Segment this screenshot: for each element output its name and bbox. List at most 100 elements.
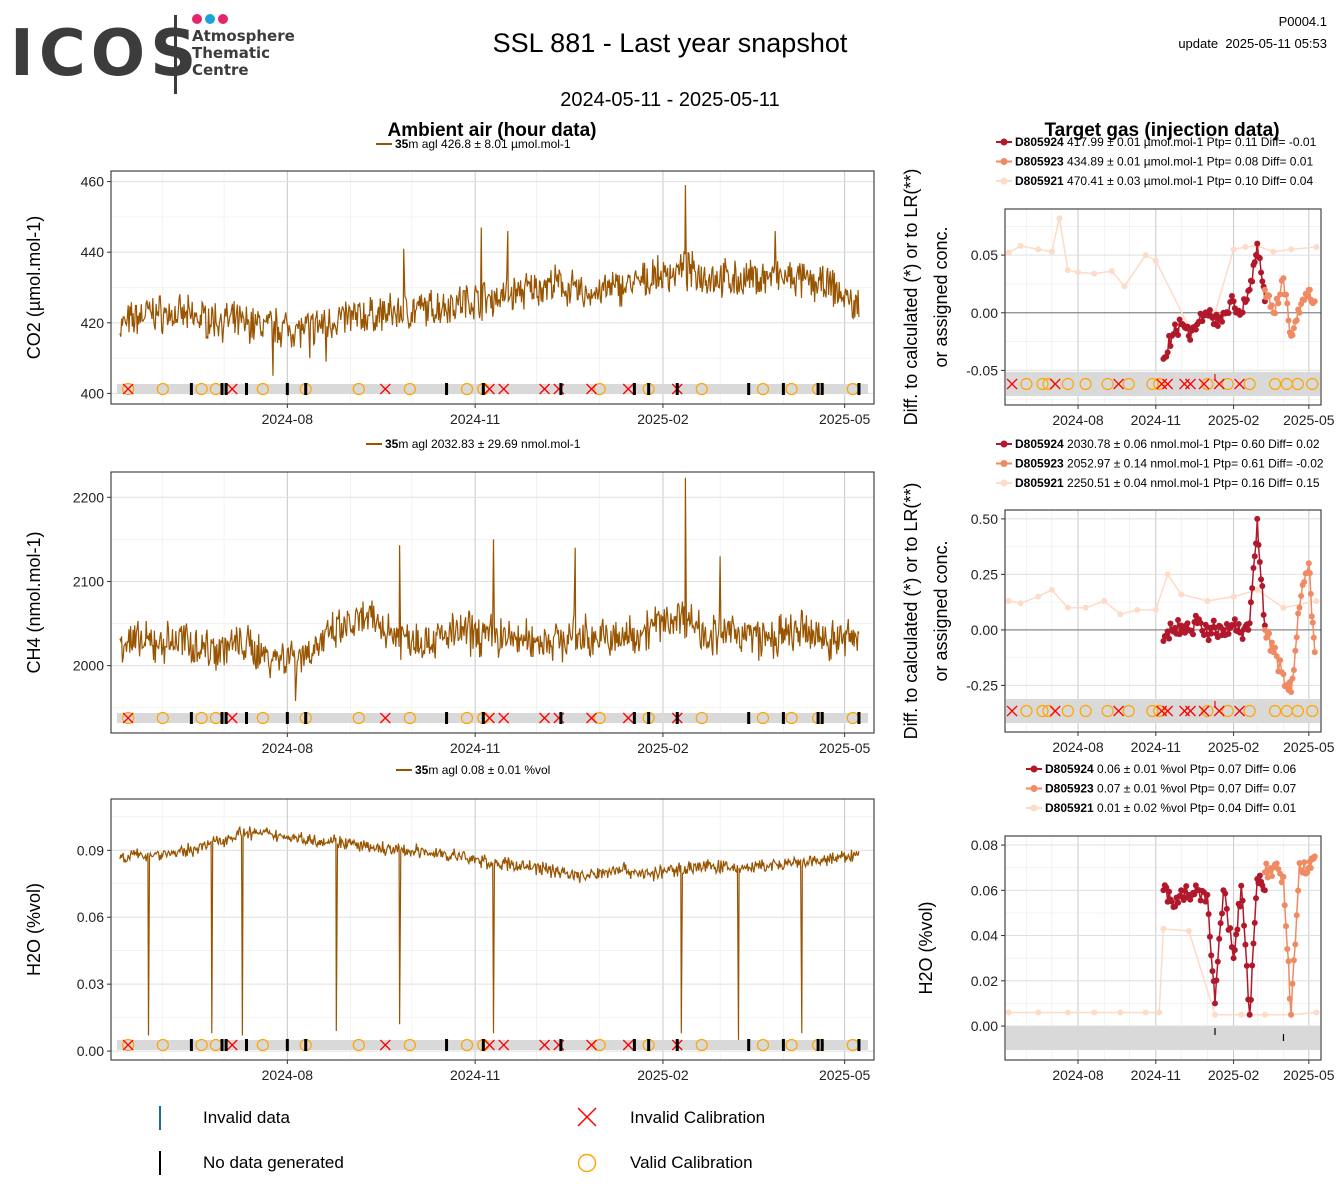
target-series-point (1258, 576, 1265, 583)
no-data-marker (285, 383, 289, 395)
target-series-point (1266, 630, 1273, 637)
legend-entry: D805924 2030.78 ± 0.06 nmol.mol-1 Ptp= 0… (1015, 437, 1320, 451)
valid-calibration-marker (1020, 377, 1033, 391)
invalid-calibration-marker (1234, 705, 1245, 717)
target-series-point (1272, 310, 1279, 317)
valid-calibration-marker (1268, 704, 1282, 718)
no-data-label: No data generated (203, 1153, 344, 1172)
target-series-point (1017, 600, 1024, 607)
target-series-point (1263, 860, 1270, 867)
invalid-calibration-marker (498, 712, 510, 724)
valid-calibration-marker (1061, 704, 1074, 718)
target-series-point (1230, 955, 1237, 962)
target-series-point (1280, 671, 1287, 678)
y-tick-label: 0.05 (971, 247, 998, 263)
target-series-point (1249, 962, 1256, 969)
target-series-point (1048, 586, 1055, 593)
legend-entry: D805923 2052.97 ± 0.14 nmol.mol-1 Ptp= 0… (1015, 457, 1324, 471)
target-series-point (1134, 606, 1141, 613)
invalid-calibration-marker (586, 712, 597, 724)
invalid-calibration-marker (1198, 705, 1210, 717)
target-series-point (1121, 283, 1128, 290)
invalid-calibration-marker (622, 383, 634, 395)
valid-calibration-marker (1268, 377, 1282, 391)
invalid-calibration-label: Invalid Calibration (630, 1108, 766, 1127)
valid-calibration-marker (1079, 377, 1092, 391)
legend-key-point (1000, 460, 1008, 467)
x-tick-label: 2024-11 (450, 740, 501, 756)
valid-calibration-marker (195, 382, 208, 396)
invalid-calibration-marker (1162, 705, 1174, 717)
target-series-point (1288, 689, 1295, 696)
target-series-point (1228, 293, 1235, 300)
target-series-point (1064, 267, 1071, 274)
legend-entry: D805924 0.06 ± 0.01 %vol Ptp= 0.07 Diff=… (1045, 762, 1297, 776)
no-data-marker (857, 712, 861, 724)
y-tick-label: 0.04 (971, 928, 998, 944)
target-series-point (1290, 667, 1297, 674)
logo-sub-line: Atmosphere (192, 27, 295, 45)
target-series-point (1298, 592, 1305, 599)
no-data-marker (747, 1039, 751, 1051)
invalid-calibration-marker (226, 1039, 238, 1051)
target-series-point (1308, 613, 1315, 620)
invalid-calibration-marker (1049, 705, 1061, 717)
target-series-point (1117, 611, 1124, 618)
co2-target-chart: -0.05 0.00 0.05 2024-08 2024-11 2025-02 2025-0… (901, 135, 1335, 428)
target-series-point (1211, 1011, 1218, 1018)
target-series-point (1280, 275, 1287, 282)
target-series-point (1190, 631, 1197, 638)
x-tick-label: 2024-11 (450, 411, 501, 427)
valid-calibration-marker (1221, 704, 1234, 718)
page-code: P0004.1 (1278, 14, 1327, 29)
target-series-point (1239, 309, 1246, 316)
y-axis-title-line2: or assigned conc. (931, 540, 951, 681)
no-data-marker (285, 712, 289, 724)
no-data-marker (857, 1039, 861, 1051)
y-tick-label: 0.06 (971, 882, 998, 898)
target-series-point (1293, 634, 1300, 641)
valid-calibration-marker (403, 1038, 416, 1052)
target-series-point (1005, 249, 1012, 256)
target-series-point (1261, 286, 1268, 293)
target-series-point (1293, 317, 1300, 324)
target-series-point (1250, 565, 1257, 572)
target-series-point (1285, 958, 1292, 965)
target-series-point (1197, 619, 1204, 626)
target-series-point (1251, 919, 1258, 926)
valid-calibration-marker (195, 711, 208, 725)
y-tick-label: 400 (81, 385, 105, 401)
target-series-point (1064, 604, 1071, 611)
no-data-marker (781, 1039, 785, 1051)
valid-calibration-marker (1036, 704, 1049, 718)
target-series-point (1214, 958, 1221, 965)
target-series-point (1307, 590, 1314, 597)
target-series-point (1289, 980, 1296, 987)
valid-calibration-marker (256, 1038, 269, 1052)
invalid-calibration-marker (483, 712, 495, 724)
h2o-target-chart: 0.00 0.02 0.04 0.06 0.08 2024-08 2024-11 2025-0… (916, 762, 1335, 1083)
valid-calibration-marker (785, 382, 798, 396)
y-tick-label: 2100 (73, 573, 104, 589)
target-series-point (1242, 941, 1249, 948)
y-tick-label: 2200 (73, 489, 104, 505)
no-data-marker (647, 383, 651, 395)
no-data-marker (245, 383, 249, 395)
target-series-point (1272, 644, 1279, 651)
invalid-calibration-marker (539, 1039, 551, 1051)
valid-calibration-marker (1020, 704, 1033, 718)
x-tick-label: 2024-08 (262, 1067, 314, 1083)
no-data-marker (675, 383, 679, 395)
no-data-marker (304, 712, 308, 724)
valid-calibration-marker (756, 711, 770, 725)
target-series-point (1309, 619, 1316, 626)
valid-calibration-marker (1291, 377, 1304, 391)
target-series-point (1184, 620, 1191, 627)
target-series-point (1175, 899, 1182, 906)
target-series-point (1167, 620, 1174, 627)
legend-entry: D805921 470.41 ± 0.03 µmol.mol-1 Ptp= 0.… (1015, 174, 1313, 188)
target-series-point (1246, 620, 1253, 627)
no-data-marker (220, 383, 224, 395)
target-series-point (1156, 1009, 1163, 1016)
no-data-marker (820, 383, 824, 395)
